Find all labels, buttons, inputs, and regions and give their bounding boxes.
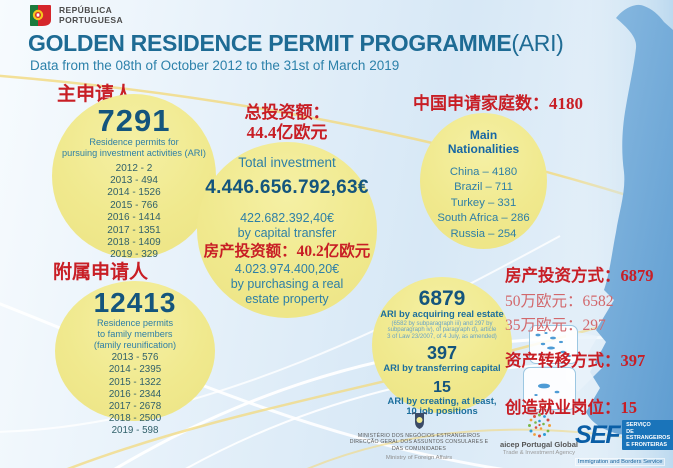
family-members-circle: 12413 Residence permits to family member… <box>55 281 215 436</box>
list-item: Brazil – 711 <box>454 181 513 194</box>
capital-transfer-amount: 422.682.392,40€ <box>240 211 334 225</box>
list-item: 2017 - 1351 <box>107 224 161 236</box>
list-item: 2014 - 1526 <box>107 187 161 199</box>
madeira-inset <box>523 367 576 410</box>
total-investment-heading-line2: 44.4亿欧元 <box>246 123 328 142</box>
family-members-desc3: (family reunification) <box>93 339 177 350</box>
real-estate-investment-heading: 房产投资额：40.2亿欧元 <box>203 243 371 260</box>
ari-capital-count: 397 <box>426 343 458 364</box>
nationalities-circle: Main Nationalities China – 4180 Brazil – … <box>420 113 547 249</box>
title-suffix: (ARI) <box>511 30 564 56</box>
aicep-name: aicep Portugal Global <box>499 440 579 449</box>
list-item: 2018 - 1409 <box>107 237 161 249</box>
list-item: 2016 - 2344 <box>108 388 162 400</box>
list-item: 2016 - 1414 <box>107 212 161 224</box>
nationalities-title-line1: Main <box>469 128 498 142</box>
total-investment-label: Total investment <box>238 155 336 170</box>
list-item: 2015 - 766 <box>110 199 158 211</box>
page-title: GOLDEN RESIDENCE PERMIT PROGRAMME(ARI) <box>28 30 648 57</box>
ari-jobs-label2: 10 job positions <box>406 405 478 417</box>
main-applicants-by-year: 2012 - 2 2013 - 494 2014 - 1526 2015 - 766 2… <box>52 163 216 262</box>
sef-line2: DE ESTRANGEIROS <box>626 428 671 442</box>
nationalities-list: China – 4180 Brazil – 711 Turkey – 331 Sout… <box>420 165 547 242</box>
list-item: 2013 - 494 <box>110 175 158 186</box>
main-applicants-desc2: pursuing investment activities (ARI) <box>62 147 206 158</box>
stat-capital-transfer: 资产转移方式：397 <box>505 351 646 370</box>
ministry-line3: DAS COMUNIDADES <box>391 445 447 452</box>
ari-jobs-count: 15 <box>433 378 451 396</box>
family-members-total: 12413 <box>93 287 177 318</box>
ministry-line1: MINISTÉRIO DOS NEGÓCIOS ESTRANGEIROS <box>357 433 481 439</box>
family-members-desc2: to family members <box>97 328 173 339</box>
ari-real-estate-label: ARI by acquiring real estate <box>380 308 504 319</box>
ministry-line2: DIRECÇÃO GERAL DOS ASSUNTOS CONSULARES E <box>349 439 489 446</box>
list-item: China – 4180 <box>449 166 518 178</box>
sef-logo: SEF SERVIÇO DE ESTRANGEIROS E FRONTEIRAS… <box>575 420 673 468</box>
page-subtitle: Data from the 08th of October 2012 to th… <box>30 58 400 73</box>
china-families-heading: 中国申请家庭数：4180 <box>413 94 583 113</box>
title-main: GOLDEN RESIDENCE PERMIT PROGRAMME <box>28 30 512 56</box>
portugal-map <box>560 0 673 468</box>
family-members-by-year: 2013 - 576 2014 - 2395 2015 - 1322 2016 - 2… <box>55 352 215 437</box>
main-applicants-total: 7291 <box>97 103 171 138</box>
list-item: 2017 - 2678 <box>108 400 162 412</box>
sef-acronym: SEF <box>575 420 621 449</box>
ministry-logo: MINISTÉRIO DOS NEGÓCIOS ESTRANGEIROS DIR… <box>345 412 493 461</box>
total-investment-amount: 4.446.656.792,63€ <box>205 177 369 198</box>
list-item: 2018 - 2500 <box>108 412 162 424</box>
gov-logo-line2: PORTUGUESA <box>59 14 123 25</box>
sef-line1: SERVIÇO <box>626 422 651 428</box>
aicep-tagline: Trade & Investment Agency <box>502 450 576 456</box>
gov-logo-line1: REPÚBLICA <box>59 5 113 15</box>
investment-circle: Total investment 4.446.656.792,63€ 422.6… <box>197 142 377 318</box>
ari-capital-label: ARI by transferring capital <box>383 362 501 374</box>
ari-types-circle: 6879 ARI by acquiring real estate (6582 … <box>372 277 512 416</box>
list-item: 2019 - 598 <box>111 424 159 436</box>
sef-tagline: Immigration and Borders Service <box>575 458 666 467</box>
ari-jobs-label1: ARI by creating, at least, <box>387 394 497 406</box>
real-estate-label1: by purchasing a real <box>230 277 344 291</box>
list-item: 2012 - 2 <box>115 162 153 174</box>
republica-portuguesa-logo: REPÚBLICA PORTUGUESA <box>28 4 123 27</box>
list-item: 2014 - 2395 <box>108 364 162 376</box>
family-members-desc1: Residence permits <box>96 318 174 328</box>
list-item: 2015 - 1322 <box>108 376 162 388</box>
portugal-flag-icon <box>30 5 51 26</box>
ministry-english: Ministry of Foreign Affairs <box>385 455 453 462</box>
list-item: 2019 - 329 <box>110 249 158 261</box>
stat-500k: 50万欧元：6582 <box>505 293 614 310</box>
main-applicants-desc1: Residence permits for <box>89 137 179 147</box>
azores-inset <box>529 325 578 364</box>
sef-line3: E FRONTEIRAS <box>626 441 668 448</box>
real-estate-amount: 4.023.974.400,20€ <box>234 262 340 276</box>
total-investment-heading: 总投资额： 44.4亿欧元 <box>202 103 372 143</box>
stat-jobs: 创造就业岗位：15 <box>505 398 637 417</box>
aicep-logo: aicep Portugal Global Trade & Investment… <box>499 412 579 456</box>
ari-real-estate-count: 6879 <box>418 287 466 310</box>
chinese-stats-block: 房产投资方式：6879 50万欧元：6582 35万欧元：297 资产转移方式：… <box>505 262 673 432</box>
ari-real-estate-note: (6582 by subparagraph iii) and 297 by su… <box>387 320 497 340</box>
aicep-globe-icon <box>527 413 551 438</box>
stat-350k: 35万欧元：297 <box>505 317 606 334</box>
total-investment-heading-line1: 总投资额： <box>244 103 330 122</box>
nationalities-title-line2: Nationalities <box>447 142 520 156</box>
list-item: South Africa – 286 <box>437 212 530 225</box>
list-item: Turkey – 331 <box>450 196 517 209</box>
ministry-crest-icon <box>411 412 427 429</box>
main-applicants-circle: 7291 Residence permits for pursuing inve… <box>52 94 216 260</box>
family-members-heading: 附属申请人 <box>53 262 149 283</box>
real-estate-label2: estate property <box>245 292 329 306</box>
stat-real-estate: 房产投资方式：6879 <box>505 266 654 285</box>
list-item: Russia – 254 <box>450 227 517 240</box>
list-item: 2013 - 576 <box>111 352 159 364</box>
capital-transfer-label: by capital transfer <box>237 226 337 240</box>
